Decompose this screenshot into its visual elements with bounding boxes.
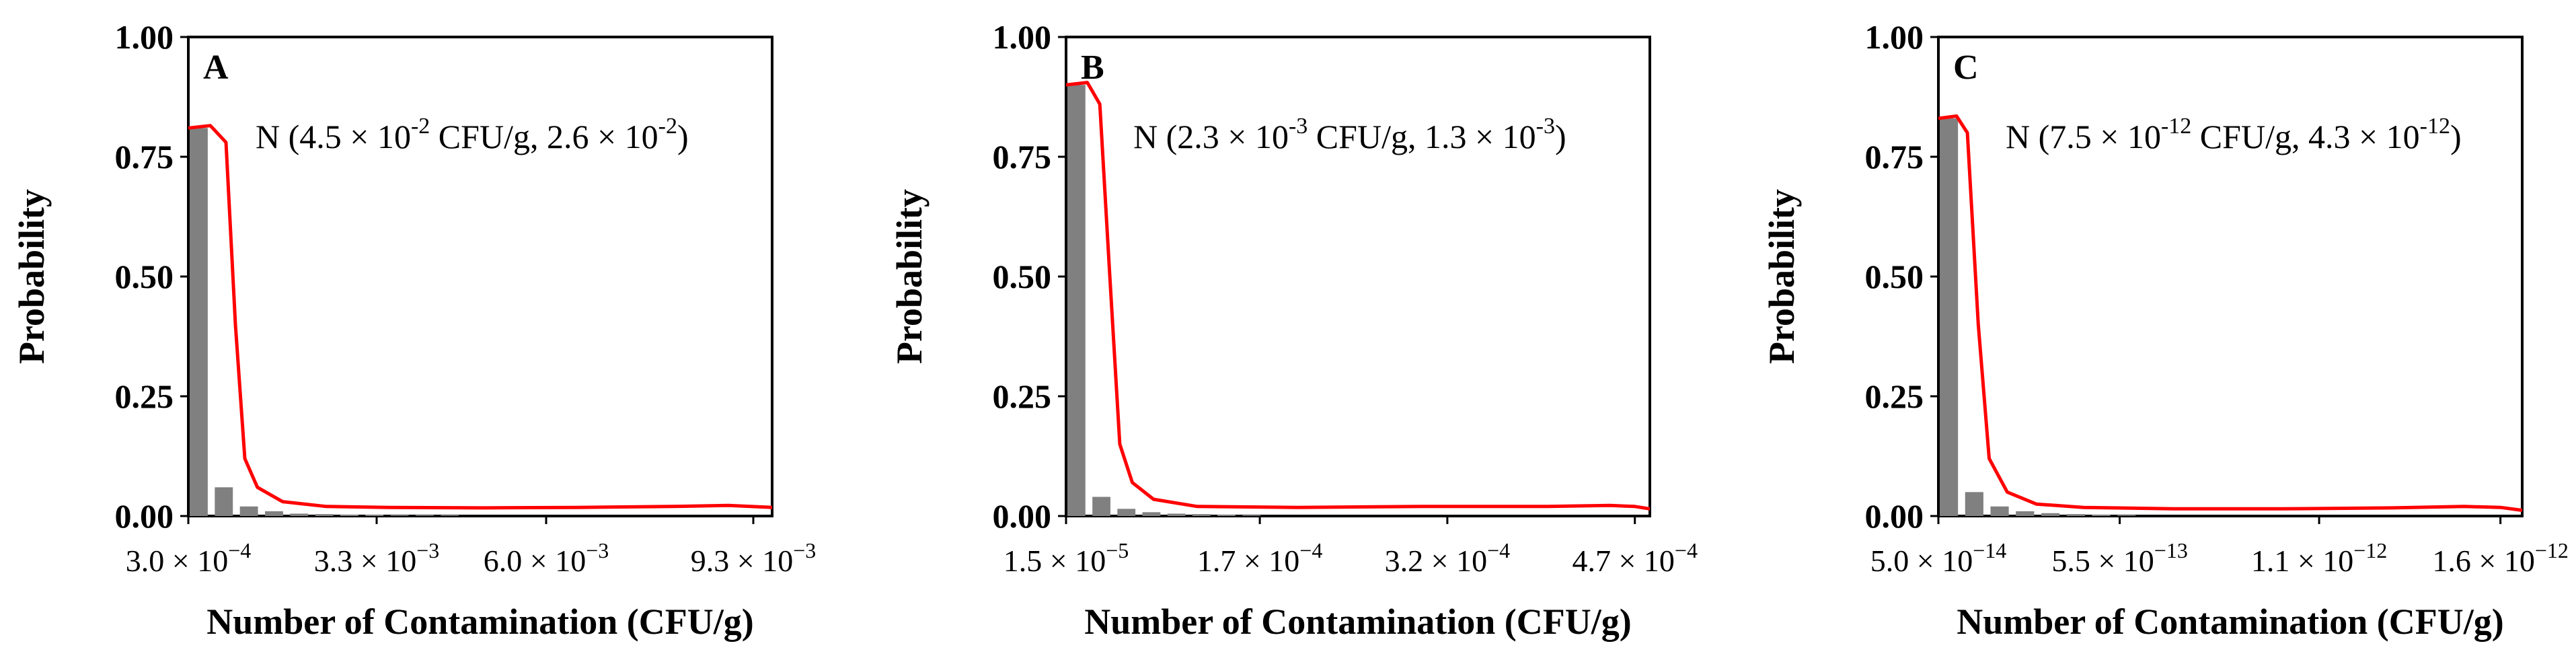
histogram-bar: [190, 128, 208, 516]
y-tick-label: 0.00: [993, 497, 1052, 535]
histogram-bar: [1142, 512, 1161, 516]
y-tick-label: 0.25: [993, 377, 1052, 415]
histogram-bar: [1117, 509, 1136, 516]
plot-frame: [1937, 36, 2524, 517]
y-tick-label: 1.00: [993, 18, 1052, 56]
x-tick-label: 4.7 × 10−4: [1572, 538, 1698, 578]
histogram-bar: [1067, 85, 1086, 516]
plot-frame: [1065, 36, 1651, 517]
histogram-bar: [416, 515, 434, 516]
fit-curve: [188, 124, 773, 510]
histogram-bar: [2117, 515, 2136, 516]
histogram-bar: [2066, 514, 2085, 516]
y-tick-label: 0.75: [115, 138, 174, 176]
x-tick-label: 6.0 × 10−3: [484, 538, 609, 578]
panel-label: C: [1953, 48, 1979, 87]
distribution-annotation: N (4.5 × 10-2 CFU/g, 2.6 × 10-2): [256, 114, 689, 155]
y-tick-label: 1.00: [1865, 18, 1924, 56]
x-axis-title: Number of Contamination (CFU/g): [1084, 601, 1631, 642]
x-tick-label: 3.3 × 10−3: [314, 538, 440, 578]
histogram-bar: [290, 513, 309, 516]
histogram-bar: [365, 514, 384, 516]
y-tick-label: 0.50: [115, 258, 174, 295]
histogram-bar: [239, 506, 258, 516]
histogram-bar: [1242, 515, 1260, 516]
histogram-bar: [1167, 513, 1186, 516]
histogram-bar: [1965, 492, 1983, 516]
chart-panel-b: 0.00 0.25 0.50 0.75 1.00 1.5 × 10−5 1.7 × 10−4…: [889, 18, 1698, 642]
histogram-bar: [1990, 506, 2009, 516]
histogram-bar: [315, 514, 334, 516]
histogram-bar: [1940, 118, 1959, 517]
x-tick-label: 9.3 × 10−3: [691, 538, 817, 578]
histogram-bar: [215, 487, 233, 516]
histogram-bar: [2092, 514, 2111, 516]
x-axis-title: Number of Contamination (CFU/g): [206, 601, 753, 642]
x-tick-label: 5.0 × 10−14: [1870, 538, 2007, 578]
chart-panel-a: 0.00 0.25 0.50 0.75 1.00 3.0 × 10−4 3.3 × 10−3…: [11, 18, 816, 642]
histogram-bar: [265, 511, 283, 516]
y-tick-label: 0.75: [993, 138, 1052, 176]
x-tick-label: 1.5 × 10−5: [1003, 538, 1129, 578]
histogram-bar: [1217, 514, 1236, 516]
x-axis-title: Number of Contamination (CFU/g): [1957, 601, 2503, 642]
x-tick-label: 1.1 × 10−12: [2251, 538, 2388, 578]
histogram-bar: [1092, 497, 1110, 516]
x-tick-label: 1.7 × 10−4: [1197, 538, 1323, 578]
distribution-annotation: N (2.3 × 10-3 CFU/g, 1.3 × 10-3): [1133, 114, 1566, 155]
y-axis-title: Probability: [11, 189, 52, 364]
chart-panel-c: 0.00 0.25 0.50 0.75 1.00 5.0 × 10−14 5.5 × 10−…: [1761, 18, 2569, 642]
y-axis-title: Probability: [889, 189, 930, 364]
y-axis-title: Probability: [1761, 189, 1802, 364]
plot-frame: [187, 36, 773, 517]
histogram-bar: [441, 515, 459, 516]
y-tick-label: 0.25: [115, 377, 174, 415]
distribution-annotation: N (7.5 × 10-12 CFU/g, 4.3 × 10-12): [2006, 114, 2462, 155]
fit-curve: [1065, 81, 1651, 511]
y-tick-label: 0.00: [115, 497, 174, 535]
histogram-bar: [2041, 513, 2060, 516]
y-tick-label: 0.50: [993, 258, 1052, 295]
panel-label: A: [203, 48, 229, 87]
y-tick-label: 0.00: [1865, 497, 1924, 535]
histogram-bar: [390, 515, 409, 516]
histogram-bar: [2016, 511, 2035, 516]
y-tick-label: 0.25: [1865, 377, 1924, 415]
histogram-bar: [1192, 514, 1211, 516]
histogram-bar: [340, 514, 358, 516]
x-tick-label: 3.2 × 10−4: [1385, 538, 1511, 578]
x-tick-label: 5.5 × 10−13: [2051, 538, 2188, 578]
x-tick-label: 3.0 × 10−4: [126, 538, 252, 578]
y-tick-label: 1.00: [115, 18, 174, 56]
fit-curve: [1938, 114, 2523, 512]
y-tick-label: 0.75: [1865, 138, 1924, 176]
x-tick-label: 1.6 × 10−12: [2432, 538, 2569, 578]
panel-label: B: [1081, 48, 1104, 87]
y-tick-label: 0.50: [1865, 258, 1924, 295]
